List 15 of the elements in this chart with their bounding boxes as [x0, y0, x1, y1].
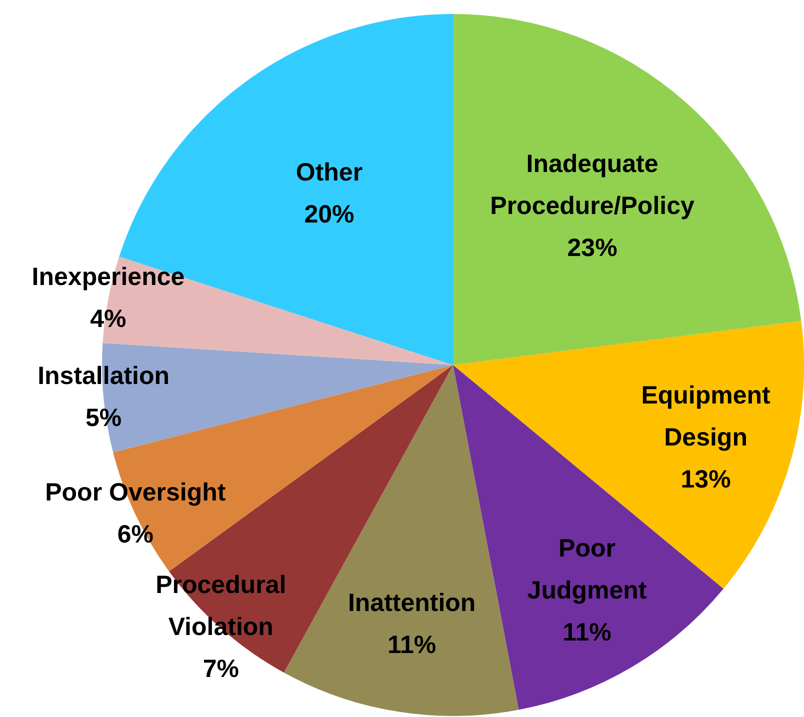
- slice-label: Other: [296, 158, 363, 187]
- slice-label: Equipment Design: [641, 381, 772, 452]
- data-label: 5%: [85, 404, 122, 432]
- slice-label: Inexperience: [32, 263, 185, 292]
- data-label: 20%: [304, 200, 354, 229]
- data-label: 11%: [387, 630, 436, 659]
- data-label: 13%: [680, 465, 731, 494]
- slice-label: Inadequate Procedure/Policy: [490, 150, 694, 220]
- slice-label: Poor Judgment: [527, 534, 648, 604]
- data-label: 23%: [567, 234, 618, 262]
- slice-label: Installation: [38, 362, 170, 390]
- data-label: 11%: [562, 618, 612, 646]
- slice-label: Inattention: [348, 588, 476, 617]
- data-label: 4%: [90, 305, 126, 334]
- data-label: 7%: [202, 655, 239, 684]
